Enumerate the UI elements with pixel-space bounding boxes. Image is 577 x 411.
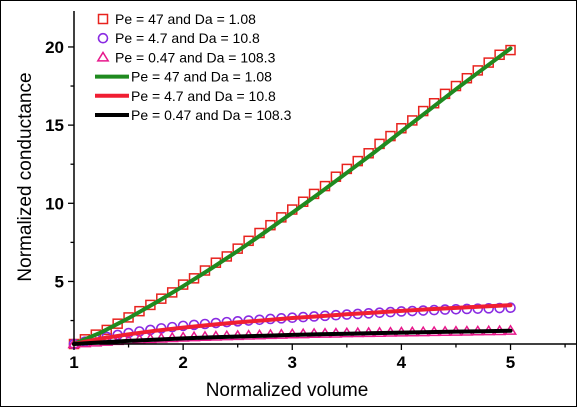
legend-marker-swatch bbox=[96, 51, 110, 62]
plot-area bbox=[67, 44, 518, 350]
x-tick-label: 4 bbox=[397, 353, 407, 372]
x-tick-label: 2 bbox=[178, 353, 187, 372]
y-tick-label: 20 bbox=[45, 38, 64, 57]
legend: Pe = 47 and Da = 1.08 Pe = 4.7 and Da = 1… bbox=[95, 11, 292, 123]
x-tick-label: 3 bbox=[288, 353, 297, 372]
legend-item-3: Pe = 0.47 and Da = 108.3 bbox=[96, 49, 276, 65]
legend-label: Pe = 0.47 and Da = 108.3 bbox=[131, 107, 292, 123]
legend-item-4: Pe = 47 and Da = 1.08 bbox=[95, 69, 272, 85]
legend-item-5: Pe = 4.7 and Da = 10.8 bbox=[95, 88, 276, 104]
axes: 1 2 3 4 5 5 10 15 20 bbox=[45, 11, 576, 372]
x-axis-title: Normalized volume bbox=[206, 380, 369, 401]
data-point bbox=[166, 287, 178, 298]
series-line-4 bbox=[72, 46, 513, 346]
series-line-5 bbox=[72, 303, 513, 346]
legend-marker-swatch bbox=[97, 32, 109, 44]
x-tick-label: 1 bbox=[69, 353, 78, 372]
y-tick-label: 10 bbox=[45, 194, 64, 213]
y-tick-label: 15 bbox=[45, 116, 64, 135]
legend-item-2: Pe = 4.7 and Da = 10.8 bbox=[97, 30, 260, 46]
data-point bbox=[494, 302, 505, 314]
y-tick-label: 5 bbox=[55, 272, 64, 291]
x-tick-label: 5 bbox=[506, 353, 515, 372]
legend-label: Pe = 0.47 and Da = 108.3 bbox=[115, 49, 276, 65]
y-axis-title: Normalized conductance bbox=[15, 72, 36, 281]
legend-marker-swatch bbox=[97, 13, 109, 25]
legend-label: Pe = 4.7 and Da = 10.8 bbox=[115, 30, 260, 46]
legend-item-1: Pe = 47 and Da = 1.08 bbox=[97, 11, 256, 27]
legend-label: Pe = 4.7 and Da = 10.8 bbox=[131, 88, 276, 104]
legend-label: Pe = 47 and Da = 1.08 bbox=[131, 69, 272, 85]
series-line-6 bbox=[72, 328, 513, 346]
legend-item-6: Pe = 0.47 and Da = 108.3 bbox=[95, 107, 292, 123]
legend-label: Pe = 47 and Da = 1.08 bbox=[115, 11, 256, 27]
